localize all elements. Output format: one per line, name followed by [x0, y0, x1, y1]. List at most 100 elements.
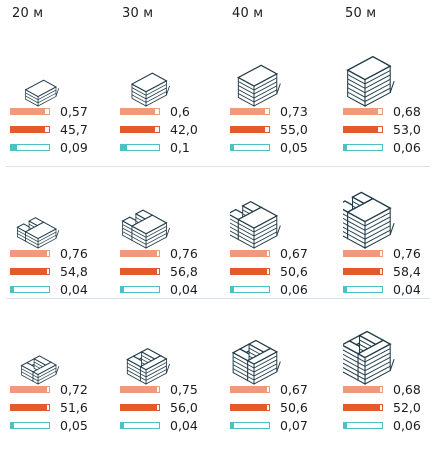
- metric-far: 0,68: [343, 382, 438, 397]
- building-block: [24, 79, 58, 107]
- building-icon: [343, 36, 438, 114]
- metric-far: 0,76: [120, 246, 224, 261]
- metric-density: 51,6: [10, 400, 114, 415]
- metric-green: 0,04: [343, 282, 438, 297]
- metric-bar-fill: [121, 387, 158, 392]
- metric-density: 54,8: [10, 264, 114, 279]
- metric-bar: [230, 386, 270, 393]
- metric-far: 0,72: [10, 382, 114, 397]
- building-isometric: [24, 79, 60, 107]
- metric-value: 58,4: [393, 264, 421, 279]
- metric-bar-fill: [231, 145, 235, 150]
- metric-bar-fill: [11, 127, 46, 132]
- metric-bar-fill: [11, 251, 48, 256]
- metric-density: 50,6: [230, 264, 334, 279]
- metric-green: 0,09: [10, 140, 114, 155]
- typology-cell: 0,75 56,0 0,04: [120, 314, 224, 452]
- building-icon: [120, 314, 224, 392]
- metric-value: 0,06: [393, 140, 421, 155]
- metric-density: 53,0: [343, 122, 438, 137]
- metric-bar-fill: [121, 251, 158, 256]
- metric-bar: [120, 268, 160, 275]
- building-isometric: [343, 191, 395, 249]
- metric-bar-fill: [344, 387, 381, 392]
- metric-bar: [10, 286, 50, 293]
- building-icon: [230, 178, 334, 256]
- metric-green: 0,04: [10, 282, 114, 297]
- metric-density: 50,6: [230, 400, 334, 415]
- metric-bar-fill: [231, 251, 268, 256]
- building-block: [130, 214, 168, 249]
- building-icon: [120, 36, 224, 114]
- metric-bar: [230, 404, 270, 411]
- typology-cell: 0,68 52,0 0,06: [343, 314, 438, 452]
- metric-value: 56,0: [170, 400, 198, 415]
- metric-value: 50,6: [280, 264, 308, 279]
- building-icon: [10, 314, 114, 392]
- metric-value: 0,06: [280, 282, 308, 297]
- metric-bar-fill: [231, 405, 268, 410]
- metric-density: 56,0: [120, 400, 224, 415]
- metric-bar-fill: [11, 287, 15, 292]
- metric-bar: [343, 126, 383, 133]
- metric-bar: [230, 268, 270, 275]
- typology-cell: 0,57 45,7 0,09: [10, 36, 114, 174]
- metric-bar-fill: [231, 109, 266, 114]
- typology-cell: 0,76 56,8 0,04: [120, 178, 224, 316]
- metric-bar-fill: [344, 109, 379, 114]
- metric-value: 55,0: [280, 122, 308, 137]
- building-block: [237, 206, 279, 249]
- metric-far: 0,76: [343, 246, 438, 261]
- metric-density: 45,7: [10, 122, 114, 137]
- building-isometric: [16, 217, 60, 249]
- metric-value: 0,57: [60, 104, 88, 119]
- building-icon: [230, 314, 334, 392]
- metric-far: 0,67: [230, 246, 334, 261]
- metric-density: 52,0: [343, 400, 438, 415]
- metric-far: 0,76: [10, 246, 114, 261]
- building-block: [237, 64, 279, 107]
- metric-value: 0,04: [60, 282, 88, 297]
- building-block: [130, 72, 168, 107]
- metric-bar: [230, 250, 270, 257]
- metric-bar: [343, 268, 383, 275]
- metric-bar: [230, 286, 270, 293]
- metric-value: 0,04: [170, 418, 198, 433]
- metric-bar-fill: [121, 109, 156, 114]
- metric-bar: [230, 422, 270, 429]
- metric-value: 0,04: [393, 282, 421, 297]
- metric-bar: [10, 144, 50, 151]
- metric-value: 52,0: [393, 400, 421, 415]
- metric-density: 55,0: [230, 122, 334, 137]
- metric-bar-fill: [11, 109, 46, 114]
- metric-bar: [343, 422, 383, 429]
- metric-far: 0,57: [10, 104, 114, 119]
- metric-bar: [10, 404, 50, 411]
- metric-bar-fill: [231, 423, 235, 428]
- typology-cell: 0,67 50,6 0,07: [230, 314, 334, 452]
- metric-value: 0,75: [170, 382, 198, 397]
- building-isometric: [231, 339, 281, 385]
- metric-green: 0,04: [120, 418, 224, 433]
- metric-value: 0,05: [280, 140, 308, 155]
- metric-bar: [10, 268, 50, 275]
- metric-bar-fill: [344, 287, 348, 292]
- metric-bar: [120, 108, 160, 115]
- metric-far: 0,6: [120, 104, 224, 119]
- metric-bar-fill: [121, 269, 158, 274]
- row-divider: [6, 298, 430, 299]
- typology-cell: 0,73 55,0 0,05: [230, 36, 334, 174]
- typology-cell: 0,68 53,0 0,06: [343, 36, 438, 174]
- metric-bar: [120, 126, 160, 133]
- building-block: [32, 361, 58, 385]
- metric-value: 0,68: [393, 104, 421, 119]
- column-header: 20 м: [12, 6, 44, 21]
- metric-bar: [120, 404, 160, 411]
- building-block: [24, 221, 58, 249]
- metric-value: 51,6: [60, 400, 88, 415]
- metric-value: 45,7: [60, 122, 88, 137]
- metric-bar: [120, 144, 160, 151]
- metric-density: 58,4: [343, 264, 438, 279]
- building-icon: [343, 178, 438, 256]
